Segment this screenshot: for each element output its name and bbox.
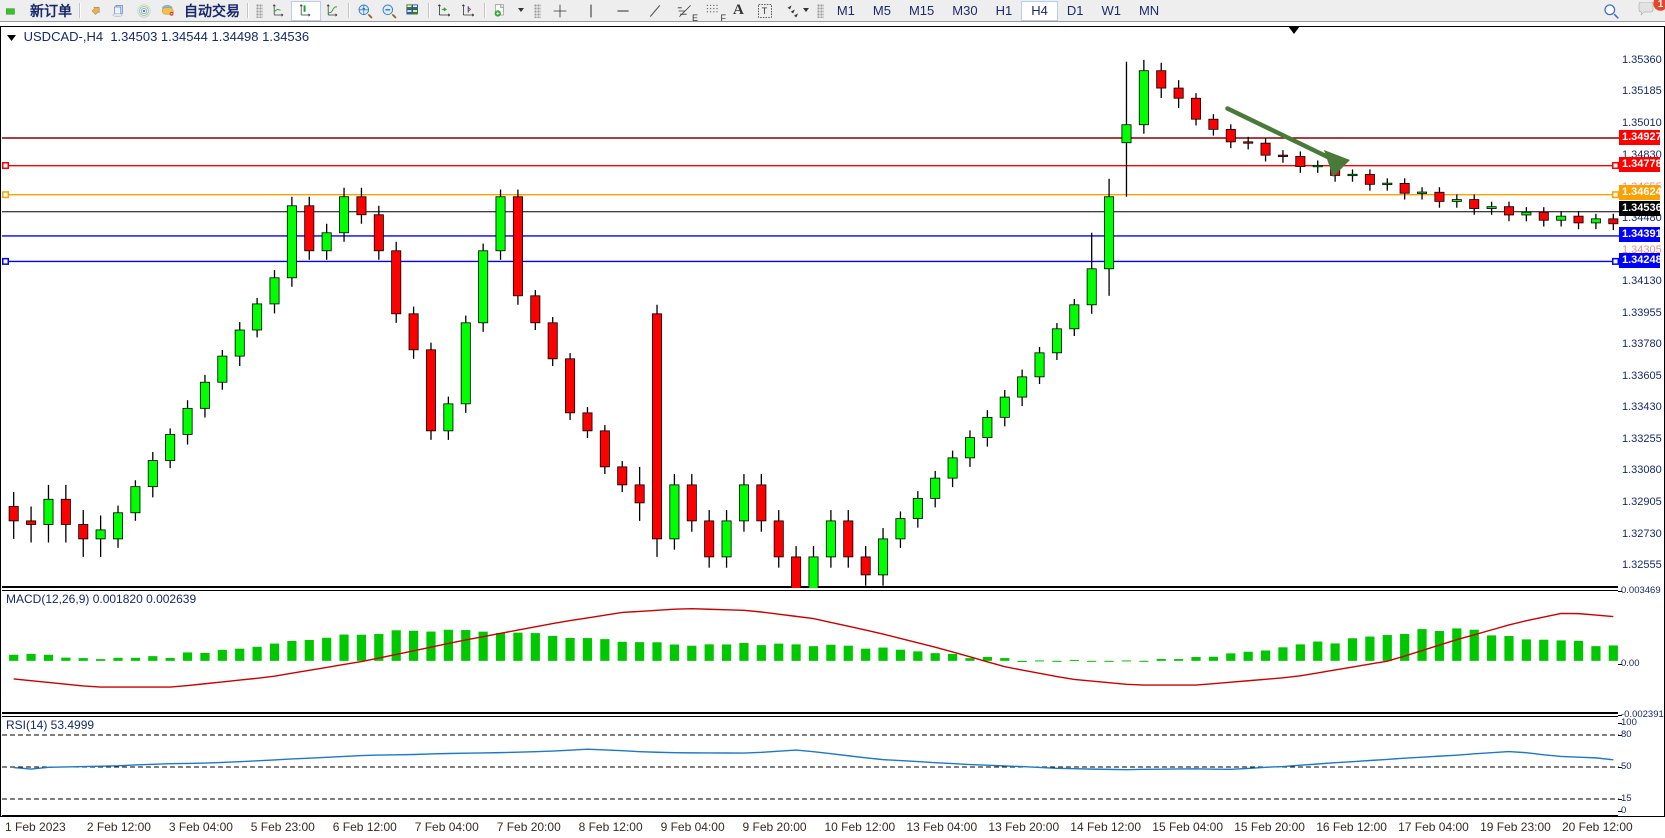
svg-text:1: 1 (1658, 0, 1664, 10)
svg-text:T: T (762, 6, 768, 16)
